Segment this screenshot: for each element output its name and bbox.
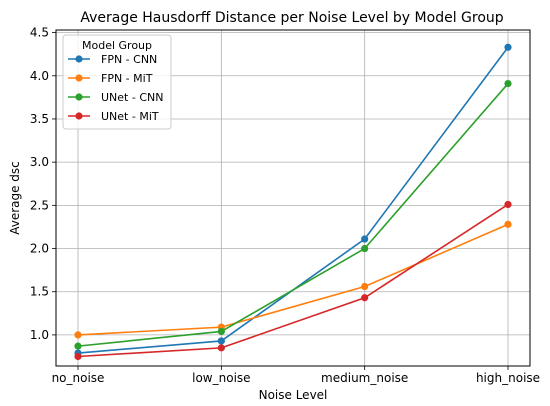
legend-marker <box>75 112 83 120</box>
legend-marker <box>75 93 83 101</box>
series-unet-cnn <box>74 79 512 350</box>
data-point <box>74 342 82 350</box>
data-point <box>361 235 369 243</box>
data-point <box>217 327 225 336</box>
series-fpn-mit <box>74 220 512 339</box>
chart-title: Average Hausdorff Distance per Noise Lev… <box>80 10 503 26</box>
series-unet-mit <box>74 200 512 361</box>
data-point <box>217 344 225 352</box>
legend-label: FPN - MiT <box>101 72 153 85</box>
data-point <box>361 282 369 291</box>
plot-frame <box>55 29 531 367</box>
legend-items: FPN - CNN FPN - MiT UNet - CNN UNet - MiT <box>68 53 163 123</box>
x-tick-label: high_noise <box>476 371 540 385</box>
data-point <box>217 337 225 345</box>
y-tick-label: 2.5 <box>30 198 49 212</box>
legend-title: Model Group <box>82 39 152 52</box>
x-axis-label: Noise Level <box>259 388 328 402</box>
y-tick-label: 2.0 <box>30 242 49 256</box>
legend-marker <box>75 55 83 63</box>
y-tick-label: 4.5 <box>30 26 49 40</box>
x-axis-ticks: no_noise low_noise medium_noise high_noise <box>52 366 540 385</box>
data-point <box>504 220 512 228</box>
legend: Model Group FPN - CNN FPN - MiT UNet - CNN… <box>62 34 172 130</box>
y-axis-ticks: 1.0 1.5 2.0 2.5 3.0 3.5 4.0 4.5 <box>30 26 56 342</box>
legend-label: FPN - CNN <box>101 53 157 66</box>
legend-item: FPN - MiT <box>68 72 153 85</box>
y-tick-label: 1.5 <box>30 285 49 299</box>
legend-marker <box>75 74 83 82</box>
y-axis-label: Average dsc <box>8 161 22 235</box>
y-tick-label: 3.5 <box>30 112 49 126</box>
legend-label: UNet - MiT <box>101 110 159 123</box>
data-point <box>504 200 512 209</box>
x-tick-label: no_noise <box>52 371 105 385</box>
data-point <box>504 79 512 88</box>
series-lines <box>74 43 512 361</box>
series-line <box>77 83 509 347</box>
data-point <box>504 43 512 51</box>
x-tick-label: low_noise <box>192 371 250 385</box>
series-line <box>77 203 509 358</box>
legend-label: UNet - CNN <box>101 91 163 104</box>
y-tick-label: 1.0 <box>30 328 49 342</box>
y-tick-label: 3.0 <box>30 155 49 169</box>
data-point <box>361 244 369 253</box>
data-point <box>74 331 82 339</box>
y-tick-label: 4.0 <box>30 69 49 83</box>
x-tick-label: medium_noise <box>321 371 408 385</box>
legend-item: FPN - CNN <box>68 53 157 66</box>
data-point <box>361 294 369 302</box>
series-line <box>77 223 509 336</box>
legend-item: UNet - CNN <box>68 91 163 104</box>
data-point <box>74 352 82 361</box>
legend-item: UNet - MiT <box>68 110 159 123</box>
